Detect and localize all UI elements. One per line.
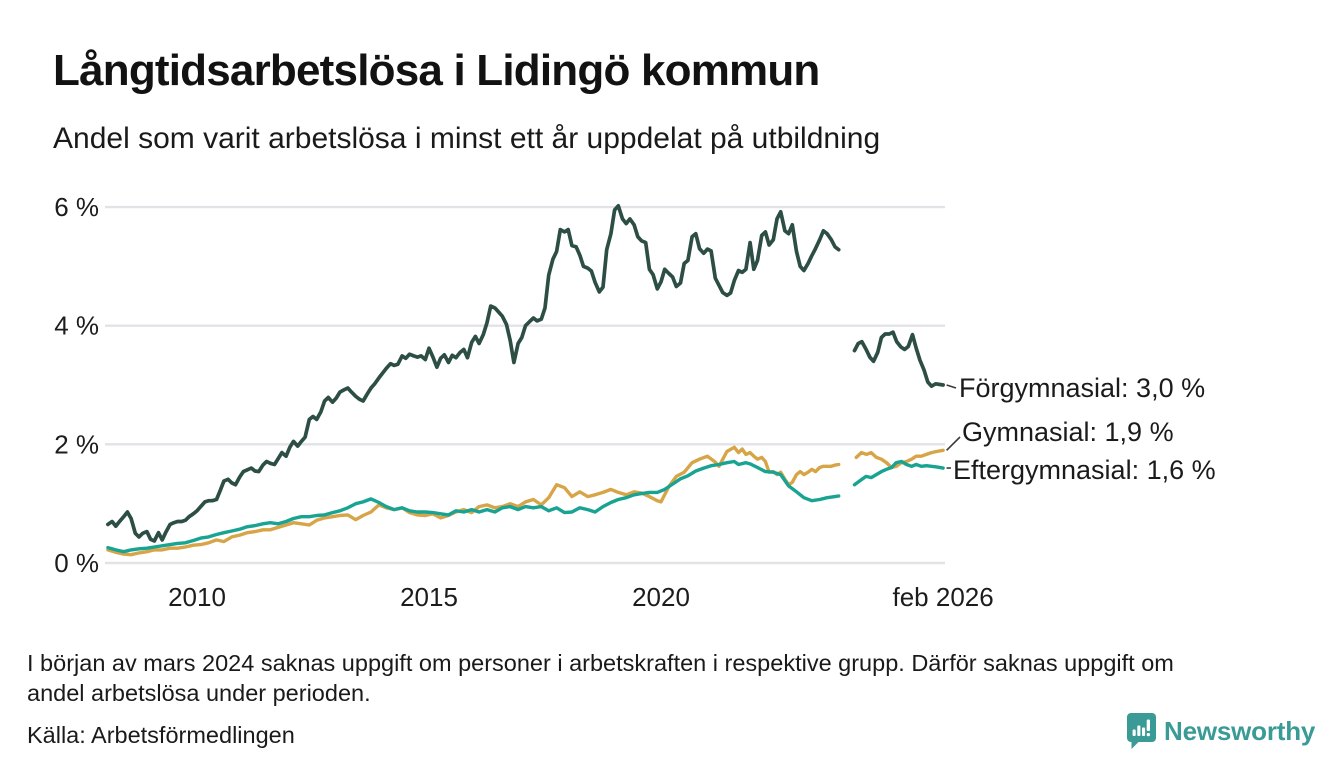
- series-line-förgymnasial: [852, 330, 945, 389]
- footnote-line-2: andel arbetslösa under perioden.: [27, 680, 371, 706]
- series-line-gymnasial: [854, 448, 945, 470]
- series-lines: [106, 203, 945, 557]
- y-axis-tick-labels: 0 % 2 % 4 % 6 %: [54, 192, 99, 578]
- y-tick-label: 6 %: [54, 192, 99, 222]
- x-tick-label: 2015: [400, 582, 458, 612]
- source-note: Källa: Arbetsförmedlingen: [27, 722, 295, 748]
- series-line-eftergymnasial: [852, 459, 945, 487]
- series-end-label-forgymnasial: Förgymnasial: 3,0 %: [959, 373, 1206, 403]
- x-tick-label: feb 2026: [893, 582, 994, 612]
- series-end-label-eftergymnasial: Eftergymnasial: 1,6 %: [953, 455, 1216, 485]
- y-tick-label: 4 %: [54, 311, 99, 341]
- page-title: Långtidsarbetslösa i Lidingö kommun: [53, 46, 820, 95]
- footnote-line-1: I början av mars 2024 saknas uppgift om …: [27, 650, 1174, 676]
- y-tick-label: 0 %: [54, 548, 99, 578]
- newsworthy-chart-bubble-icon: [1126, 712, 1157, 750]
- gridlines: [105, 205, 945, 565]
- connector-line: [946, 436, 961, 451]
- y-tick-label: 2 %: [54, 429, 99, 459]
- series-line-förgymnasial: [106, 203, 841, 543]
- x-axis-tick-labels: 2010 2015 2020 feb 2026: [168, 582, 994, 612]
- connector-line: [946, 384, 957, 389]
- page-subtitle: Andel som varit arbetslösa i minst ett å…: [53, 122, 881, 155]
- series-line-eftergymnasial: [106, 459, 841, 554]
- footnote: I början av mars 2024 saknas uppgift om …: [27, 648, 1174, 708]
- label-connector-lines: [946, 384, 961, 469]
- x-tick-label: 2010: [168, 582, 226, 612]
- newsworthy-logo: Newsworthy: [1126, 712, 1315, 750]
- series-end-label-gymnasial: Gymnasial: 1,9 %: [962, 417, 1174, 447]
- x-tick-label: 2020: [632, 582, 690, 612]
- newsworthy-logo-text: Newsworthy: [1164, 715, 1316, 746]
